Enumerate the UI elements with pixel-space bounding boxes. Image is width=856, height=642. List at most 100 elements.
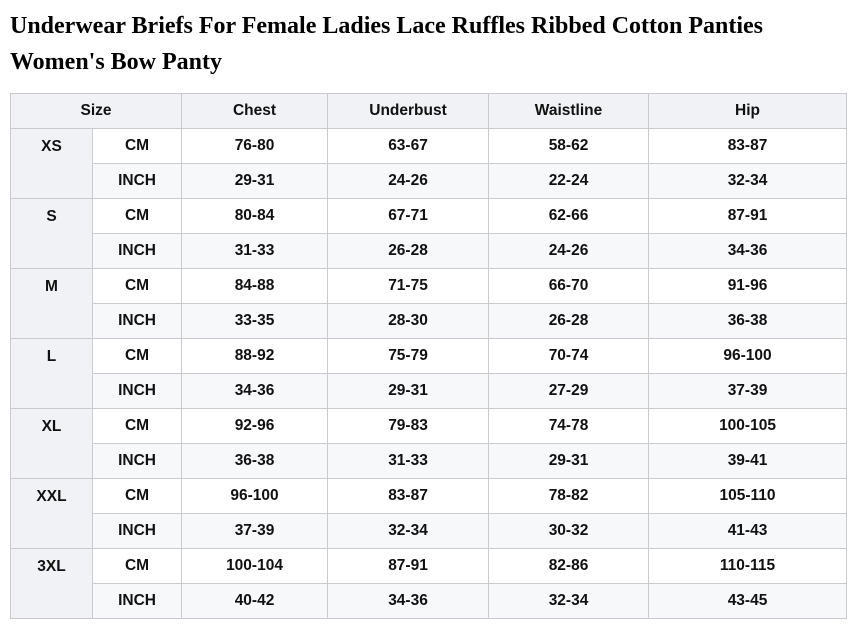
header-row: Size Chest Underbust Waistline Hip	[9, 93, 848, 129]
table-row-inch-s: INCH 31-33 26-28 24-26 34-36	[11, 233, 848, 269]
value-cell: 80-84	[181, 198, 329, 234]
table-row-inch-m: INCH 33-35 28-30 26-28 36-38	[11, 303, 848, 339]
value-cell: 39-41	[648, 443, 848, 479]
value-cell: 74-78	[488, 408, 650, 444]
value-cell: 100-105	[648, 408, 848, 444]
value-cell: 33-35	[181, 303, 329, 339]
value-cell: 92-96	[181, 408, 329, 444]
value-cell: 62-66	[488, 198, 650, 234]
size-cell: 3XL	[10, 548, 93, 619]
size-table-body: XS CM 76-80 63-67 58-62 83-87 INCH 29-31 24-26 22…	[10, 128, 848, 619]
value-cell: 83-87	[327, 478, 490, 514]
unit-cell-cm: CM	[91, 128, 183, 164]
table-row-inch-xxl: INCH 37-39 32-34 30-32 41-43	[11, 513, 848, 549]
value-cell: 87-91	[327, 548, 490, 584]
header-chest: Chest	[181, 93, 329, 129]
value-cell: 31-33	[181, 233, 329, 269]
size-table: Size Chest Underbust Waistline Hip XS CM 7…	[9, 93, 848, 619]
size-cell: S	[10, 198, 93, 269]
value-cell: 66-70	[488, 268, 650, 304]
value-cell: 32-34	[648, 163, 848, 199]
value-cell: 34-36	[648, 233, 848, 269]
unit-cell-cm: CM	[91, 548, 183, 584]
unit-cell-cm: CM	[91, 338, 183, 374]
value-cell: 29-31	[181, 163, 329, 199]
value-cell: 96-100	[648, 338, 848, 374]
unit-cell-cm: CM	[91, 268, 183, 304]
value-cell: 96-100	[181, 478, 329, 514]
value-cell: 29-31	[327, 373, 490, 409]
value-cell: 76-80	[181, 128, 329, 164]
value-cell: 71-75	[327, 268, 490, 304]
value-cell: 37-39	[181, 513, 329, 549]
value-cell: 100-104	[181, 548, 329, 584]
value-cell: 26-28	[488, 303, 650, 339]
value-cell: 58-62	[488, 128, 650, 164]
value-cell: 36-38	[181, 443, 329, 479]
value-cell: 26-28	[327, 233, 490, 269]
value-cell: 36-38	[648, 303, 848, 339]
size-table-header: Size Chest Underbust Waistline Hip	[9, 93, 848, 129]
unit-cell-cm: CM	[91, 478, 183, 514]
size-cell: M	[10, 268, 93, 339]
value-cell: 105-110	[648, 478, 848, 514]
value-cell: 91-96	[648, 268, 848, 304]
table-row-cm-m: M CM 84-88 71-75 66-70 91-96	[10, 268, 848, 339]
value-cell: 63-67	[327, 128, 490, 164]
unit-cell-inch: INCH	[91, 233, 183, 269]
header-underbust: Underbust	[327, 93, 490, 129]
size-cell: XL	[10, 408, 93, 479]
value-cell: 70-74	[488, 338, 650, 374]
value-cell: 41-43	[648, 513, 848, 549]
value-cell: 27-29	[488, 373, 650, 409]
value-cell: 37-39	[648, 373, 848, 409]
unit-cell-inch: INCH	[91, 513, 183, 549]
unit-cell-inch: INCH	[91, 303, 183, 339]
value-cell: 79-83	[327, 408, 490, 444]
size-cell: L	[10, 338, 93, 409]
value-cell: 43-45	[648, 583, 848, 619]
value-cell: 83-87	[648, 128, 848, 164]
unit-cell-inch: INCH	[91, 373, 183, 409]
value-cell: 29-31	[488, 443, 650, 479]
value-cell: 110-115	[648, 548, 848, 584]
table-row-cm-xxl: XXL CM 96-100 83-87 78-82 105-110	[10, 478, 848, 549]
table-row-cm-xs: XS CM 76-80 63-67 58-62 83-87	[10, 128, 848, 199]
table-row-cm-3xl: 3XL CM 100-104 87-91 82-86 110-115	[10, 548, 848, 619]
unit-cell-cm: CM	[91, 198, 183, 234]
value-cell: 34-36	[327, 583, 490, 619]
header-waistline: Waistline	[488, 93, 650, 129]
value-cell: 24-26	[327, 163, 490, 199]
table-row-inch-l: INCH 34-36 29-31 27-29 37-39	[11, 373, 848, 409]
value-cell: 67-71	[327, 198, 490, 234]
value-cell: 32-34	[327, 513, 490, 549]
value-cell: 78-82	[488, 478, 650, 514]
table-row-cm-xl: XL CM 92-96 79-83 74-78 100-105	[10, 408, 848, 479]
value-cell: 24-26	[488, 233, 650, 269]
table-row-inch-xs: INCH 29-31 24-26 22-24 32-34	[11, 163, 848, 199]
header-hip: Hip	[648, 93, 848, 129]
value-cell: 31-33	[327, 443, 490, 479]
value-cell: 87-91	[648, 198, 848, 234]
value-cell: 75-79	[327, 338, 490, 374]
unit-cell-inch: INCH	[91, 163, 183, 199]
table-row-cm-s: S CM 80-84 67-71 62-66 87-91	[10, 198, 848, 269]
value-cell: 28-30	[327, 303, 490, 339]
value-cell: 84-88	[181, 268, 329, 304]
unit-cell-inch: INCH	[91, 583, 183, 619]
table-row-inch-3xl: INCH 40-42 34-36 32-34 43-45	[11, 583, 848, 619]
table-row-inch-xl: INCH 36-38 31-33 29-31 39-41	[11, 443, 848, 479]
header-size: Size	[9, 93, 183, 129]
size-cell: XS	[10, 128, 93, 199]
value-cell: 22-24	[488, 163, 650, 199]
size-cell: XXL	[10, 478, 93, 549]
unit-cell-inch: INCH	[91, 443, 183, 479]
value-cell: 30-32	[488, 513, 650, 549]
value-cell: 82-86	[488, 548, 650, 584]
unit-cell-cm: CM	[91, 408, 183, 444]
value-cell: 34-36	[181, 373, 329, 409]
value-cell: 32-34	[488, 583, 650, 619]
value-cell: 88-92	[181, 338, 329, 374]
value-cell: 40-42	[181, 583, 329, 619]
table-row-cm-l: L CM 88-92 75-79 70-74 96-100	[10, 338, 848, 409]
